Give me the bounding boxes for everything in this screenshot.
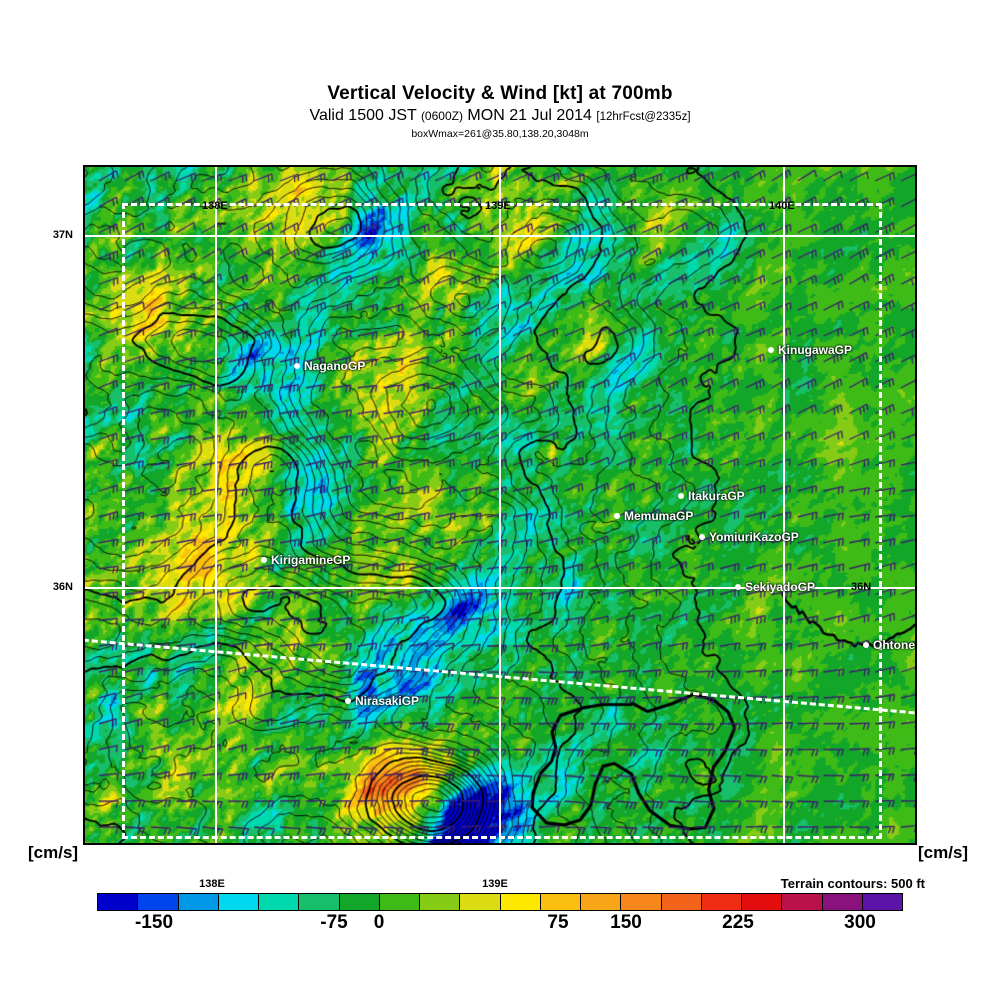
colorbar-segment-0 [98,894,139,910]
station-label: NirasakiGP [355,693,420,708]
terrain-contour-note: Terrain contours: 500 ft [780,876,925,891]
colorbar-segment-12 [581,894,622,910]
colorbar-segment-16 [742,894,783,910]
station-sekiyado[interactable]: SekiyadoGP [735,580,815,593]
colorbar-tick-225: 225 [722,912,754,933]
forecast-tag: [12hrFcst@2335z] [596,111,691,123]
boxwmax-annotation: boxWmax=261@35.80,138.20,3048m [411,128,589,140]
colorbar-segment-6 [339,894,380,910]
lon-label-139e-bottom: 139E [482,878,508,890]
colorbar-segment-1 [138,894,179,910]
station-marker-icon [261,556,267,563]
colorbar-segment-15 [701,894,742,910]
station-label: KirigamineGP [271,552,351,567]
title-block: Vertical Velocity & Wind [kt] at 700mb V… [0,84,1000,141]
station-marker-icon [678,492,684,499]
meridian-138e [215,167,217,843]
station-kirigamine[interactable]: KirigamineGP [261,553,350,566]
colorbar-segment-14 [661,894,702,910]
colorbar-segment-5 [299,894,340,910]
lat-label-36n-left: 36N [52,581,73,593]
colorbar-segment-7 [379,894,420,910]
page-title: Vertical Velocity & Wind [kt] at 700mb [327,83,673,104]
colorbar-tick--150: -150 [134,912,174,933]
lat-label-36n-right: 36N [851,581,872,593]
station-kinugawa[interactable]: KinugawaGP [768,343,852,356]
station-memuma[interactable]: MemumaGP [614,509,693,522]
meridian-139e [499,167,501,843]
valid-date: MON 21 Jul 2014 [467,107,592,124]
colorbar-tick-labels: -150 -75 0 75 150 225 300 [0,912,1000,942]
station-label: NaganoGP [304,358,366,373]
colorbar-segment-13 [621,894,662,910]
valid-time-line: Valid 1500 JST (0600Z) MON 21 Jul 2014 [… [0,106,1000,127]
station-marker-icon [863,641,869,648]
station-label: YomiuriKazoGP [709,529,799,544]
station-nagano[interactable]: NaganoGP [294,359,365,372]
colorbar-segment-11 [540,894,581,910]
station-itakura[interactable]: ItakuraGP [678,489,745,502]
station-nirasaki[interactable]: NirasakiGP [345,694,419,707]
station-label: Ohtone [873,637,915,652]
lat-label-37n: 37N [52,229,73,241]
colorbar[interactable] [97,893,903,911]
units-right: [cm/s] [918,843,969,862]
colorbar-tick-300: 300 [844,912,876,933]
lon-label-139e-top: 139E [485,200,511,212]
station-label: ItakuraGP [688,488,745,503]
colorbar-segment-2 [178,894,219,910]
station-marker-icon [768,346,774,353]
colorbar-segment-3 [218,894,259,910]
parallel-37n [85,235,915,237]
meridian-140e [783,167,785,843]
station-marker-icon [699,533,705,540]
lon-label-138e-bottom: 138E [199,878,225,890]
lon-label-140e-top: 140E [769,200,795,212]
station-marker-icon [735,583,741,590]
colorbar-segment-8 [420,894,461,910]
colorbar-segment-9 [460,894,501,910]
station-label: SekiyadoGP [745,579,816,594]
parallel-36n [85,587,915,589]
valid-utc: (0600Z) [420,109,463,123]
subdomain-box [122,203,882,839]
station-marker-icon [614,512,620,519]
colorbar-segment-19 [862,894,902,910]
colorbar-tick-75: 75 [547,912,569,933]
station-yomiurikazo[interactable]: YomiuriKazoGP [699,530,799,543]
station-marker-icon [345,697,351,704]
map-frame[interactable]: NaganoGP KinugawaGP ItakuraGP MemumaGP Y… [83,165,917,845]
station-marker-icon [294,362,300,369]
colorbar-tick-0: 0 [373,912,385,933]
units-left: [cm/s] [28,843,79,862]
lon-label-138e-top: 138E [202,200,228,212]
station-label: KinugawaGP [778,342,853,357]
station-ohtone[interactable]: Ohtone [863,638,915,651]
colorbar-tick-150: 150 [610,912,642,933]
station-label: MemumaGP [624,508,694,523]
valid-prefix: Valid 1500 JST [309,107,417,124]
colorbar-segment-18 [822,894,863,910]
colorbar-segment-17 [782,894,823,910]
colorbar-segment-10 [500,894,541,910]
colorbar-tick--75: -75 [320,912,348,933]
colorbar-segment-4 [259,894,300,910]
